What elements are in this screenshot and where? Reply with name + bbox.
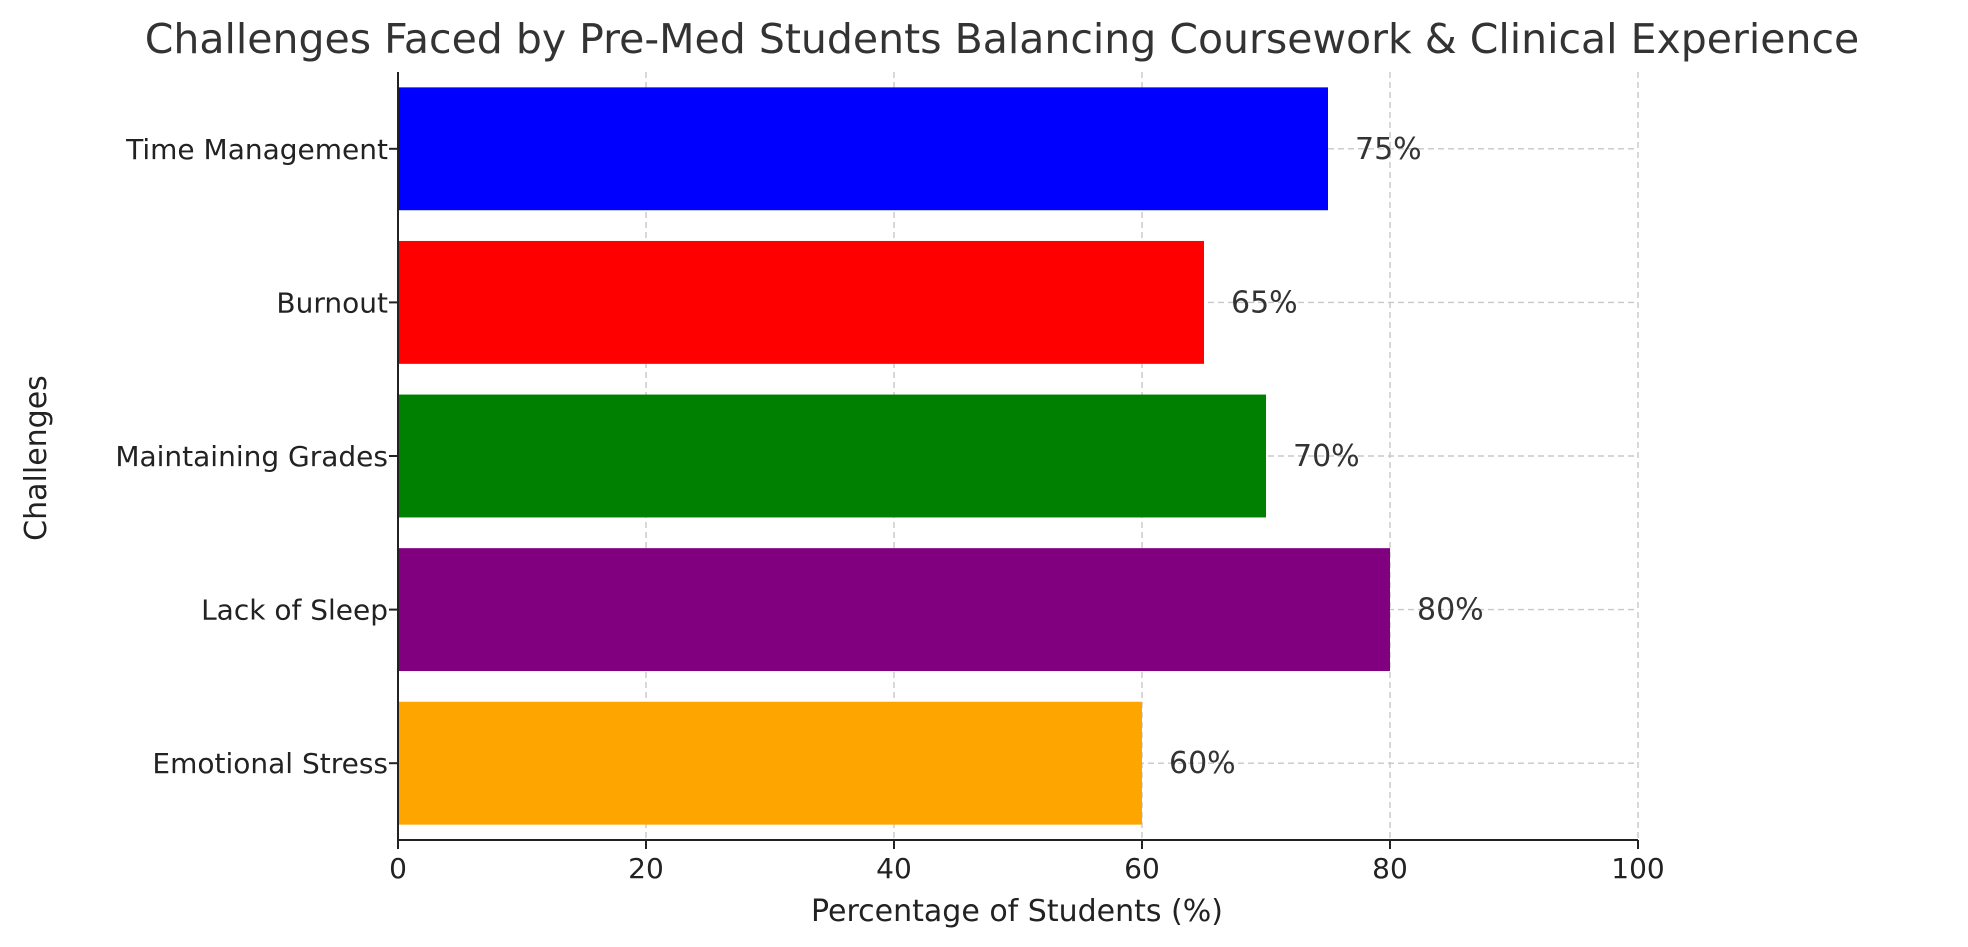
x-tick-label: 0 [389,852,407,885]
bar [398,394,1266,518]
y-tick-label: Burnout [276,286,388,319]
y-tick-label: Maintaining Grades [115,440,388,473]
data-labels: 75% 65% 70% 80% 60% [1169,132,1484,781]
x-tick-label: 20 [628,852,664,885]
y-tick-label: Emotional Stress [152,747,388,780]
bar [398,548,1390,672]
data-label: 75% [1355,132,1422,167]
data-label: 65% [1231,285,1298,320]
x-tick-label: 100 [1611,852,1664,885]
bar [398,87,1328,211]
x-tick-label: 80 [1372,852,1408,885]
x-tick-label: 60 [1124,852,1160,885]
bar [398,240,1204,364]
bar [398,701,1142,825]
x-tick-label: 40 [876,852,912,885]
y-axis-label: Challenges [19,375,54,541]
y-tick-label: Time Management [125,133,388,166]
bars [398,87,1390,825]
data-label: 80% [1417,593,1484,628]
data-label: 70% [1293,439,1360,474]
data-label: 60% [1169,746,1236,781]
axes [389,72,1639,849]
chart-title: Challenges Faced by Pre-Med Students Bal… [145,15,1860,63]
tick-labels: 0 20 40 60 80 100 Time Management Burnout Mainta… [115,133,1664,885]
y-tick-label: Lack of Sleep [201,594,388,627]
x-axis-label: Percentage of Students (%) [811,894,1223,929]
